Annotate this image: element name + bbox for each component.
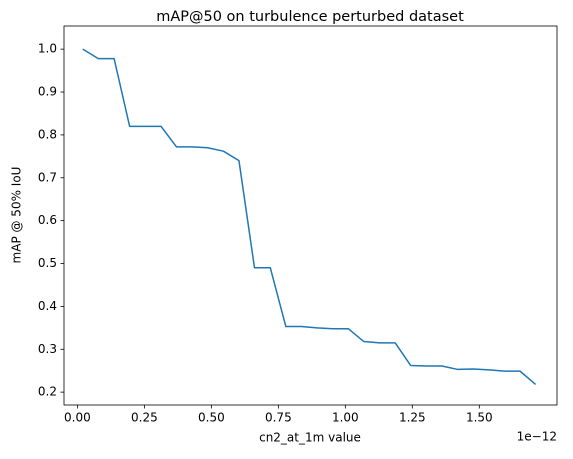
x-axis-label: cn2_at_1m value bbox=[259, 431, 361, 445]
y-tick-label: 0.5 bbox=[38, 256, 57, 270]
y-tick-label: 0.2 bbox=[38, 385, 57, 399]
chart-title: mAP@50 on turbulence perturbed dataset bbox=[156, 9, 464, 25]
y-tick-label: 0.3 bbox=[38, 342, 57, 356]
x-tick-label: 1.50 bbox=[466, 411, 493, 425]
y-axis-label: mAP @ 50% IoU bbox=[10, 167, 24, 264]
y-tick-label: 0.4 bbox=[38, 299, 57, 313]
y-tick-label: 0.9 bbox=[38, 85, 57, 99]
x-offset-label: 1e−12 bbox=[517, 430, 557, 444]
x-tick-label: 0.75 bbox=[265, 411, 292, 425]
axes-frame bbox=[63, 25, 558, 406]
x-tick-label: 1.00 bbox=[332, 411, 359, 425]
y-tick-label: 1.0 bbox=[38, 42, 57, 56]
x-tick-label: 0.50 bbox=[198, 411, 225, 425]
x-tick-label: 0.25 bbox=[131, 411, 158, 425]
y-tick-label: 0.7 bbox=[38, 170, 57, 184]
x-tick-label: 1.25 bbox=[399, 411, 426, 425]
x-tick-label: 0.00 bbox=[64, 411, 91, 425]
line-series bbox=[82, 48, 537, 385]
y-tick-label: 0.6 bbox=[38, 213, 57, 227]
y-tick-label: 0.8 bbox=[38, 127, 57, 141]
